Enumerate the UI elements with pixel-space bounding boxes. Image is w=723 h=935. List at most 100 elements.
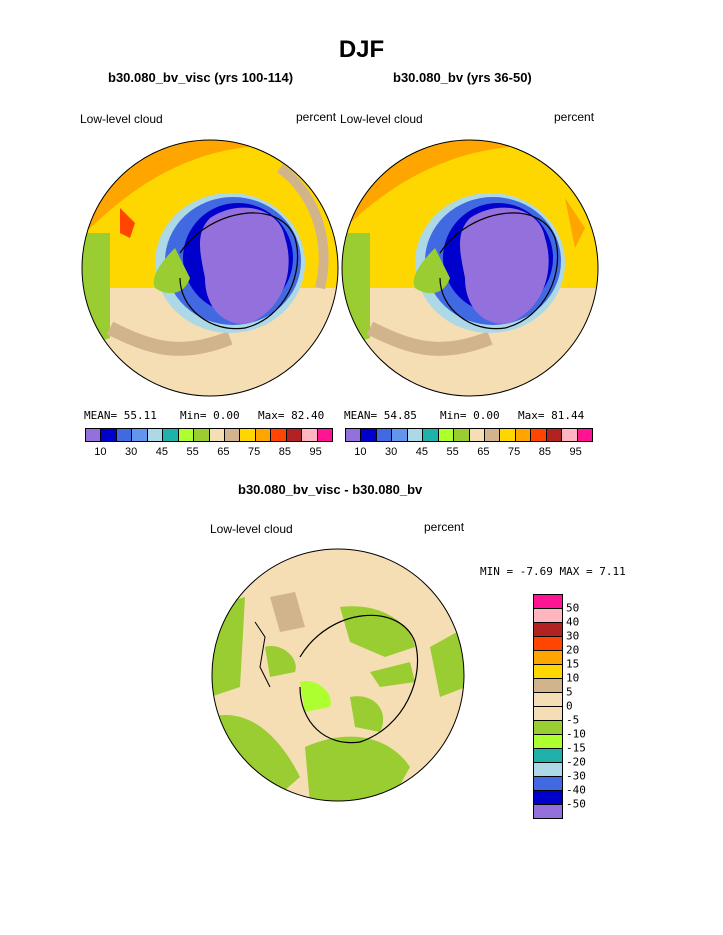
panel-1-variable: Low-level cloud bbox=[80, 112, 163, 126]
colorbar-tick-label: 65 bbox=[217, 446, 230, 458]
diff-variable: Low-level cloud bbox=[210, 522, 293, 536]
diff-colorbar-tick-label: -20 bbox=[566, 755, 586, 769]
colorbar-swatch bbox=[346, 429, 362, 441]
diff-colorbar-swatch bbox=[534, 735, 562, 749]
colorbar-tick-label: 85 bbox=[538, 446, 551, 458]
diff-colorbar-swatch bbox=[534, 791, 562, 805]
diff-colorbar-tick-label: -15 bbox=[566, 741, 586, 755]
panel-1-max: Max= 82.40 bbox=[258, 409, 325, 422]
diff-colorbar-tick-label: -10 bbox=[566, 727, 586, 741]
colorbar-tick-label: 95 bbox=[309, 446, 322, 458]
colorbar-swatch bbox=[240, 429, 256, 441]
diff-colorbar-swatch bbox=[534, 749, 562, 763]
diff-colorbar-swatch bbox=[534, 651, 562, 665]
diff-colorbar-tick-label: 30 bbox=[566, 629, 580, 643]
colorbar-swatch bbox=[86, 429, 102, 441]
panel-2-polar-map bbox=[341, 139, 599, 397]
colorbar-swatch bbox=[531, 429, 547, 441]
diff-units: percent bbox=[424, 520, 465, 534]
diff-colorbar-swatch bbox=[534, 637, 562, 651]
colorbar-swatch bbox=[577, 429, 592, 441]
diff-colorbar-swatch bbox=[534, 805, 562, 818]
colorbar-swatch bbox=[255, 429, 272, 441]
colorbar-swatch bbox=[271, 429, 287, 441]
diff-colorbar-tick-label: 15 bbox=[566, 657, 580, 671]
diff-colorbar-tick-label: 20 bbox=[566, 643, 580, 657]
diff-colorbar-swatch bbox=[534, 665, 562, 679]
colorbar-swatch bbox=[438, 429, 455, 441]
colorbar-swatch bbox=[302, 429, 318, 441]
panel-2-case-title: b30.080_bv (yrs 36-50) bbox=[393, 70, 532, 85]
colorbar-swatch bbox=[178, 429, 195, 441]
colorbar-tick-label: 45 bbox=[155, 446, 168, 458]
colorbar-swatch bbox=[224, 429, 241, 441]
colorbar-tick-label: 30 bbox=[125, 446, 138, 458]
colorbar-swatch bbox=[286, 429, 303, 441]
colorbar-tick-label: 95 bbox=[569, 446, 582, 458]
panel-1-colorbar bbox=[85, 428, 333, 442]
colorbar-swatch bbox=[423, 429, 439, 441]
diff-colorbar-swatch bbox=[534, 777, 562, 791]
colorbar-swatch bbox=[209, 429, 225, 441]
colorbar-swatch bbox=[194, 429, 210, 441]
panel-2-mean: MEAN= 54.85 bbox=[344, 409, 417, 422]
diff-colorbar-tick-label: 5 bbox=[566, 685, 573, 699]
colorbar-tick-label: 55 bbox=[186, 446, 199, 458]
colorbar-swatch bbox=[454, 429, 470, 441]
colorbar-swatch bbox=[101, 429, 117, 441]
diff-colorbar-tick-label: -50 bbox=[566, 797, 586, 811]
colorbar-tick-label: 10 bbox=[354, 446, 367, 458]
colorbar-tick-label: 45 bbox=[415, 446, 428, 458]
diff-colorbar-swatch bbox=[534, 609, 562, 623]
colorbar-tick-label: 30 bbox=[385, 446, 398, 458]
diff-colorbar-tick-label: -30 bbox=[566, 769, 586, 783]
colorbar-swatch bbox=[546, 429, 563, 441]
colorbar-swatch bbox=[376, 429, 393, 441]
diff-title: b30.080_bv_visc - b30.080_bv bbox=[238, 482, 423, 497]
colorbar-tick-label: 65 bbox=[477, 446, 490, 458]
panel-1-case-title: b30.080_bv_visc (yrs 100-114) bbox=[108, 70, 294, 85]
colorbar-tick-label: 55 bbox=[446, 446, 459, 458]
diff-colorbar-swatch bbox=[534, 693, 562, 707]
colorbar-swatch bbox=[163, 429, 179, 441]
diff-colorbar-tick-label: 50 bbox=[566, 601, 580, 615]
diff-colorbar-swatch bbox=[534, 721, 562, 735]
colorbar-swatch bbox=[361, 429, 377, 441]
panel-2-units: percent bbox=[554, 110, 595, 124]
colorbar-swatch bbox=[116, 429, 133, 441]
colorbar-tick-label: 75 bbox=[248, 446, 261, 458]
colorbar-swatch bbox=[392, 429, 408, 441]
panel-2-colorbar bbox=[345, 428, 593, 442]
diff-colorbar-tick-label: 10 bbox=[566, 671, 580, 685]
colorbar-tick-label: 75 bbox=[508, 446, 521, 458]
panel-2-variable: Low-level cloud bbox=[340, 112, 423, 126]
colorbar-swatch bbox=[132, 429, 148, 441]
colorbar-swatch bbox=[147, 429, 164, 441]
diff-colorbar-swatch bbox=[534, 595, 562, 609]
diff-colorbar-swatch bbox=[534, 763, 562, 777]
colorbar-tick-label: 10 bbox=[94, 446, 107, 458]
panel-2-max: Max= 81.44 bbox=[518, 409, 585, 422]
diff-minmax: MIN = -7.69 MAX = 7.11 bbox=[480, 565, 626, 578]
colorbar-swatch bbox=[500, 429, 516, 441]
diff-colorbar-tick-label: 40 bbox=[566, 615, 580, 629]
diff-colorbar-tick-label: 0 bbox=[566, 699, 573, 713]
panel-2-min: Min= 0.00 bbox=[440, 409, 500, 422]
season-title: DJF bbox=[338, 36, 385, 63]
panel-1-mean: MEAN= 55.11 bbox=[84, 409, 157, 422]
diff-polar-map bbox=[211, 548, 465, 802]
panel-1-units: percent bbox=[296, 110, 337, 124]
diff-colorbar-swatch bbox=[534, 679, 562, 693]
colorbar-swatch bbox=[484, 429, 501, 441]
colorbar-swatch bbox=[317, 429, 332, 441]
panel-1-min: Min= 0.00 bbox=[180, 409, 240, 422]
diff-colorbar-tick-label: -5 bbox=[566, 713, 580, 727]
diff-colorbar-tick-label: -40 bbox=[566, 783, 586, 797]
diff-colorbar bbox=[533, 594, 563, 819]
colorbar-swatch bbox=[515, 429, 532, 441]
colorbar-swatch bbox=[469, 429, 485, 441]
colorbar-swatch bbox=[562, 429, 578, 441]
panel-1-polar-map bbox=[81, 139, 339, 397]
diff-colorbar-swatch bbox=[534, 707, 562, 721]
colorbar-swatch bbox=[407, 429, 424, 441]
